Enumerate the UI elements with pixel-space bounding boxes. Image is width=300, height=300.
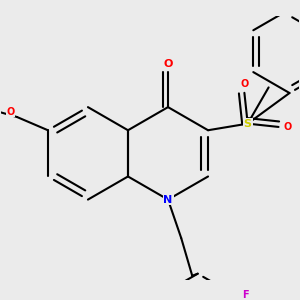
Text: N: N	[164, 195, 172, 205]
Text: F: F	[242, 290, 248, 300]
Text: O: O	[163, 59, 173, 69]
Text: S: S	[244, 118, 252, 129]
Text: O: O	[6, 106, 15, 116]
Text: O: O	[283, 122, 291, 132]
Text: O: O	[240, 79, 248, 89]
